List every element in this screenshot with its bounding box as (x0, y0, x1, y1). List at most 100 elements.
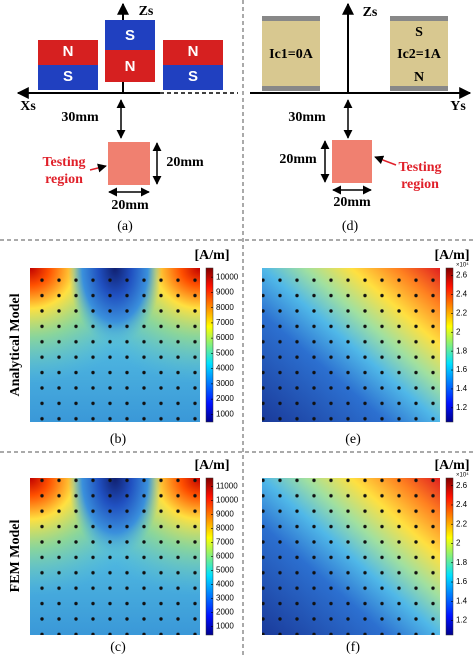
caption: (f) (346, 640, 360, 655)
heatmap-b (30, 268, 200, 422)
magnet-pole: N (188, 43, 199, 60)
dimension-label: 30mm (288, 110, 326, 125)
coil-cap (390, 86, 448, 91)
pointer-arrow (374, 155, 397, 166)
testing-region (108, 142, 150, 185)
region-label: Testing (398, 160, 441, 175)
coil-pole: S (415, 25, 423, 40)
colorbar-tick-label: 2000 (216, 394, 234, 403)
colorbar-tick-label: 2 (456, 539, 461, 548)
colorbar-tick-label: 9000 (216, 288, 234, 297)
colorbar-tick-label: 1000 (216, 622, 234, 631)
colorbar-tick-label: 9000 (216, 510, 234, 519)
unit-label: [A/m] (195, 248, 230, 263)
magnet (163, 40, 223, 65)
colorbar-tick-label: 5000 (216, 566, 234, 575)
dimension-label: 20mm (333, 195, 371, 210)
coil-cap (262, 16, 320, 21)
region-label: region (401, 177, 439, 192)
colorbar-tick-label: 7000 (216, 538, 234, 547)
unit-label: [A/m] (435, 458, 470, 473)
sample-points (30, 268, 200, 422)
colorbar-tick-label: 1.8 (456, 346, 468, 355)
colorbar (445, 477, 454, 636)
colorbar-tick-label: 6000 (216, 333, 234, 342)
exponent: ×10⁴ (456, 262, 469, 269)
colorbar (445, 267, 454, 423)
heatmap-c (30, 478, 200, 635)
caption: (c) (110, 640, 126, 655)
region-label: Testing (42, 155, 85, 170)
dimension-label: 30mm (61, 110, 99, 125)
panel-a: Zs Xs N S S N N S 30mm Testing region 20… (16, 2, 238, 234)
axis-label: Zs (139, 4, 154, 19)
heatmap-e (262, 268, 440, 422)
caption: (a) (117, 219, 133, 234)
colorbar-tick-label: 4000 (216, 580, 234, 589)
colorbar-tick-label: 1.6 (456, 577, 468, 586)
coil-cap (262, 86, 320, 91)
colorbar-tick-label: 2 (456, 327, 461, 336)
colorbar-tick-label: 10000 (216, 496, 239, 505)
pointer-arrow (89, 163, 107, 173)
colorbar-tick-label: 1.4 (456, 596, 468, 605)
colorbar-tick-label: 1.2 (456, 403, 468, 412)
colorbar-tick-label: 2.6 (456, 481, 468, 490)
colorbar-tick-label: 3000 (216, 594, 234, 603)
sample-points (262, 268, 440, 422)
sample-points (262, 478, 440, 635)
panel-d: Zs Ys Ic1=0A S Ic2=1A N 30mm 20mm Testin… (250, 2, 472, 234)
heatmap-f (262, 478, 440, 635)
colorbar-tick-label: 11000 (216, 482, 238, 491)
caption: (d) (342, 219, 359, 234)
magnet (38, 65, 98, 90)
coil (390, 18, 448, 90)
axis-label: Ys (450, 99, 466, 114)
colorbar-tick-label: 6000 (216, 552, 234, 561)
magnet (38, 40, 98, 65)
row-label: FEM Model (8, 520, 23, 593)
colorbar-tick-label: 1.8 (456, 558, 468, 567)
caption: (b) (110, 432, 127, 447)
unit-label: [A/m] (435, 248, 470, 263)
axis-label: Xs (20, 99, 36, 114)
testing-region (332, 140, 372, 183)
colorbar-tick-label: 8000 (216, 303, 234, 312)
magnet-pole: S (188, 68, 198, 85)
magnet (105, 50, 155, 82)
axis-label: Zs (363, 5, 378, 20)
dimension-label: 20mm (166, 155, 204, 170)
magnet (163, 65, 223, 90)
colorbar-tick-label: 10000 (216, 272, 239, 281)
exponent: ×10⁴ (456, 472, 469, 479)
region-label: region (45, 172, 83, 187)
colorbar-tick-label: 2.2 (456, 519, 468, 528)
caption: (e) (345, 432, 361, 447)
magnet-pole: S (125, 27, 135, 44)
colorbar-tick-label: 7000 (216, 318, 234, 327)
colorbar-tick-label: 2000 (216, 608, 234, 617)
magnet (105, 20, 155, 50)
colorbar-tick-label: 1.2 (456, 616, 468, 625)
coil-cap (390, 16, 448, 21)
colorbar-tick-label: 2.6 (456, 271, 468, 280)
magnet-pole: N (63, 43, 74, 60)
coil (262, 18, 320, 90)
colorbar-tick-label: 2.4 (456, 500, 468, 509)
colorbar-tick-label: 2.2 (456, 308, 468, 317)
coil-label: Ic1=0A (269, 47, 314, 62)
magnet-pole: S (63, 68, 73, 85)
sample-points (30, 478, 200, 635)
coil-pole: N (414, 70, 424, 85)
colorbar (205, 267, 214, 423)
colorbar-tick-label: 1000 (216, 409, 234, 418)
colorbar-tick-label: 8000 (216, 524, 234, 533)
dimension-label: 20mm (279, 152, 317, 167)
magnet-pole: N (125, 58, 136, 75)
colorbar-tick-label: 2.4 (456, 290, 468, 299)
row-label: Analytical Model (8, 293, 23, 396)
unit-label: [A/m] (195, 458, 230, 473)
colorbar-tick-label: 4000 (216, 364, 234, 373)
colorbar-tick-label: 1.4 (456, 384, 468, 393)
